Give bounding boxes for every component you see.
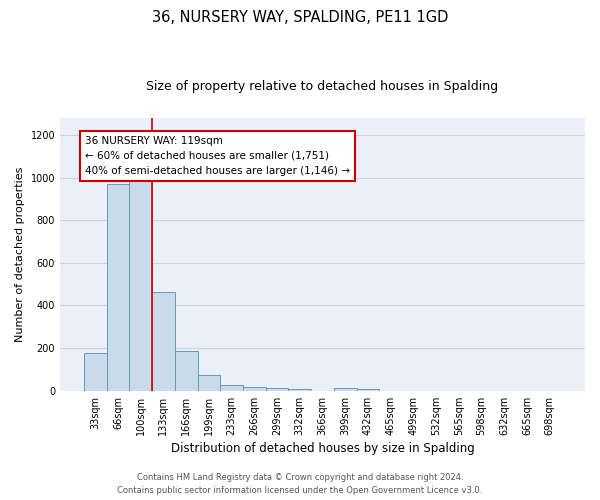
Text: Contains HM Land Registry data © Crown copyright and database right 2024.
Contai: Contains HM Land Registry data © Crown c… [118,474,482,495]
Bar [130,178,152,391]
Bar [175,352,197,391]
X-axis label: Distribution of detached houses by size in Spalding: Distribution of detached houses by size … [170,442,475,455]
Bar [356,388,379,391]
Bar [84,354,107,391]
Y-axis label: Number of detached properties: Number of detached properties [15,166,25,342]
Bar [197,375,220,391]
Title: Size of property relative to detached houses in Spalding: Size of property relative to detached ho… [146,80,499,93]
Bar [107,184,130,391]
Bar [152,292,175,391]
Text: 36, NURSERY WAY, SPALDING, PE11 1GD: 36, NURSERY WAY, SPALDING, PE11 1GD [152,10,448,25]
Text: 36 NURSERY WAY: 119sqm
← 60% of detached houses are smaller (1,751)
40% of semi-: 36 NURSERY WAY: 119sqm ← 60% of detached… [85,136,350,175]
Bar [289,388,311,391]
Bar [243,386,266,391]
Bar [220,386,243,391]
Bar [266,388,289,391]
Bar [334,388,356,391]
